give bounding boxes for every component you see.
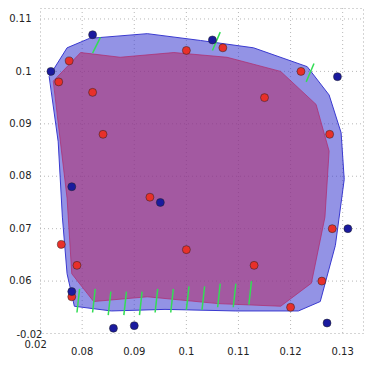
svg-text:0.13: 0.13 [332, 346, 354, 357]
svg-text:0.09: 0.09 [9, 118, 31, 129]
svg-text:0.06: 0.06 [9, 275, 31, 286]
svg-text:0.12: 0.12 [279, 346, 301, 357]
svg-text:0.11: 0.11 [227, 346, 249, 357]
svg-text:0.1: 0.1 [16, 66, 32, 77]
svg-text:0.08: 0.08 [71, 346, 93, 357]
svg-text:0.07: 0.07 [9, 223, 31, 234]
svg-text:0.02: 0.02 [25, 339, 47, 350]
svg-text:-0.02: -0.02 [16, 328, 43, 340]
svg-text:0.08: 0.08 [9, 170, 31, 181]
svg-text:0.11: 0.11 [9, 13, 31, 24]
svg-text:0.1: 0.1 [178, 346, 194, 357]
svg-text:0.09: 0.09 [123, 346, 145, 357]
